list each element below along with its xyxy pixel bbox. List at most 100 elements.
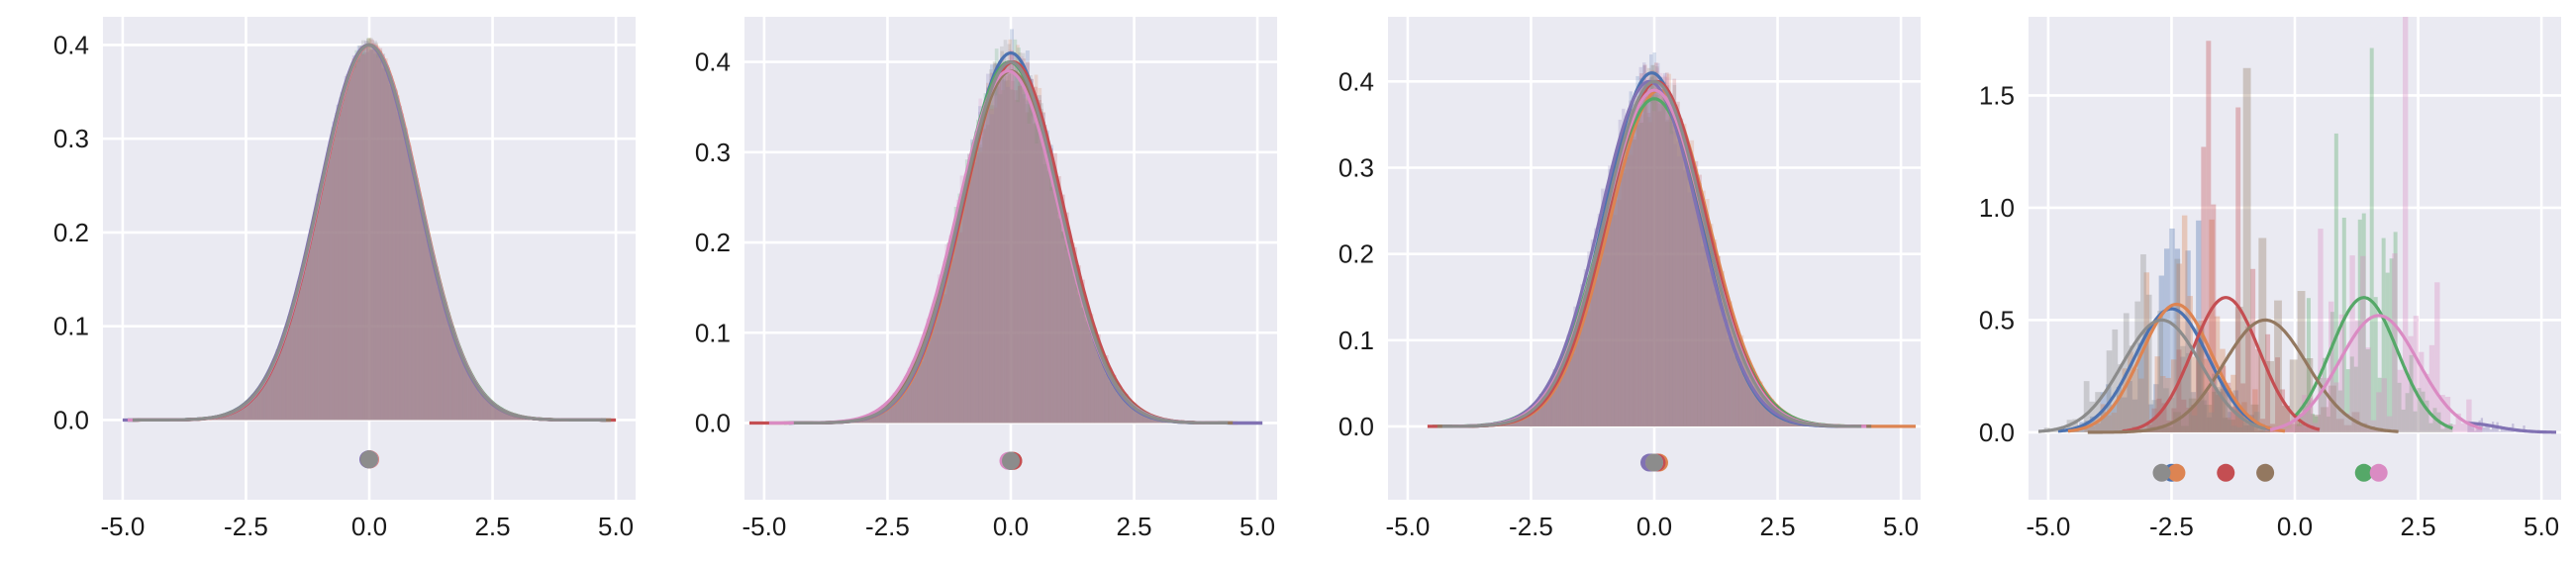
histogram-bar [1052, 152, 1057, 424]
histogram-bar [942, 275, 947, 424]
histogram-bar [295, 292, 300, 421]
histogram-bar [914, 358, 919, 424]
histogram-bar [1129, 401, 1134, 424]
histogram-bar [377, 49, 382, 421]
histogram-bar [403, 128, 408, 421]
histogram-bar [1618, 172, 1623, 426]
histogram-bar [2142, 331, 2148, 432]
histogram-bar [2203, 358, 2210, 432]
histogram-bar [939, 292, 943, 424]
histogram-bar [1060, 194, 1065, 424]
histogram-bar [1596, 256, 1601, 426]
histogram-bar [2381, 378, 2387, 432]
histogram-bar [307, 244, 312, 421]
histogram-bar [1600, 219, 1605, 426]
histogram-bar [375, 57, 380, 421]
histogram-bar [379, 57, 384, 421]
histogram-bar [1072, 276, 1077, 424]
histogram-bar [1017, 74, 1022, 424]
histogram-bar [1737, 347, 1741, 426]
histogram-bar [1035, 118, 1040, 424]
mean-marker-series-2 [2167, 463, 2186, 482]
histogram-bar [897, 398, 902, 424]
histogram-series-4 [1478, 62, 1837, 426]
histogram-bar [938, 290, 942, 424]
histogram-bar [457, 352, 462, 421]
histogram-bar [2158, 275, 2164, 432]
histogram-bar [865, 418, 870, 424]
histogram-bar [1017, 85, 1022, 424]
histogram-bar [1148, 416, 1153, 424]
y-tick-label: 0.1 [1338, 326, 1374, 355]
histogram-bar [224, 414, 229, 421]
histogram-bar [2322, 357, 2327, 432]
histogram-bar [2201, 146, 2207, 432]
histogram-bar [1710, 266, 1714, 426]
histogram-bar [1751, 368, 1755, 426]
histogram-bar [341, 95, 346, 421]
histogram-bar [321, 175, 326, 421]
histogram-bar [887, 404, 892, 424]
histogram-bar [2187, 296, 2193, 432]
histogram-bar [315, 203, 320, 421]
histogram-bar [2185, 352, 2192, 432]
histogram-bar [1012, 52, 1017, 424]
histogram-bar [997, 66, 1002, 424]
histogram-bar [1602, 242, 1607, 426]
histogram-bar [1632, 112, 1635, 426]
histogram-bar [895, 397, 900, 424]
histogram-bar [1545, 384, 1549, 426]
histogram-bar [1753, 376, 1758, 426]
histogram-bar [244, 403, 248, 421]
histogram-bar [312, 223, 317, 421]
histogram-bar [1715, 268, 1719, 426]
histogram-bar [1767, 411, 1771, 426]
histogram-bar [263, 379, 268, 421]
histogram-bar [987, 97, 992, 424]
histogram-bar [1112, 387, 1117, 424]
histogram-bar [1068, 255, 1072, 424]
histogram-bar [904, 388, 909, 424]
histogram-bar [1113, 383, 1118, 424]
histogram-bar [505, 413, 510, 421]
histogram-bar [907, 384, 912, 424]
histogram-bar [1604, 190, 1609, 426]
histogram-bar [296, 281, 301, 421]
histogram-bar [1040, 122, 1045, 424]
histogram-bar [2428, 423, 2433, 432]
histogram-bar [401, 124, 406, 421]
histogram-bar [1004, 67, 1009, 424]
histogram-bar [372, 47, 377, 421]
histogram-bar [1657, 111, 1662, 426]
histogram-bar [929, 328, 933, 424]
histogram-series-8 [830, 40, 1192, 424]
histogram-bar [895, 398, 900, 424]
histogram-bar [326, 162, 331, 421]
histogram-bar [2299, 424, 2305, 432]
histogram-bar [440, 293, 445, 421]
histogram-bar [911, 374, 916, 424]
histogram-series-6 [1473, 64, 1839, 426]
histogram-bar [2214, 387, 2221, 432]
histogram-bar [1678, 140, 1683, 426]
histogram-bar [274, 356, 279, 421]
histogram-bar [329, 138, 334, 421]
histogram-bar [1107, 367, 1112, 424]
histogram-bar [387, 75, 392, 421]
histogram-bar [232, 412, 237, 421]
histogram-bar [413, 177, 418, 421]
histogram-bar [1748, 368, 1753, 426]
histogram-bar [1568, 335, 1572, 426]
histogram-bar [1633, 98, 1636, 426]
histogram-bar [414, 177, 419, 421]
histogram-bar [953, 206, 958, 424]
histogram-bar [1115, 383, 1120, 424]
histogram-bar [372, 41, 377, 421]
histogram-bar [2197, 331, 2204, 432]
histogram-bar [1679, 122, 1683, 426]
histogram-bar [963, 186, 968, 424]
histogram-bar [254, 390, 259, 421]
histogram-bar [941, 277, 945, 424]
histogram-bar [1697, 188, 1701, 426]
histogram-bar [388, 75, 393, 421]
